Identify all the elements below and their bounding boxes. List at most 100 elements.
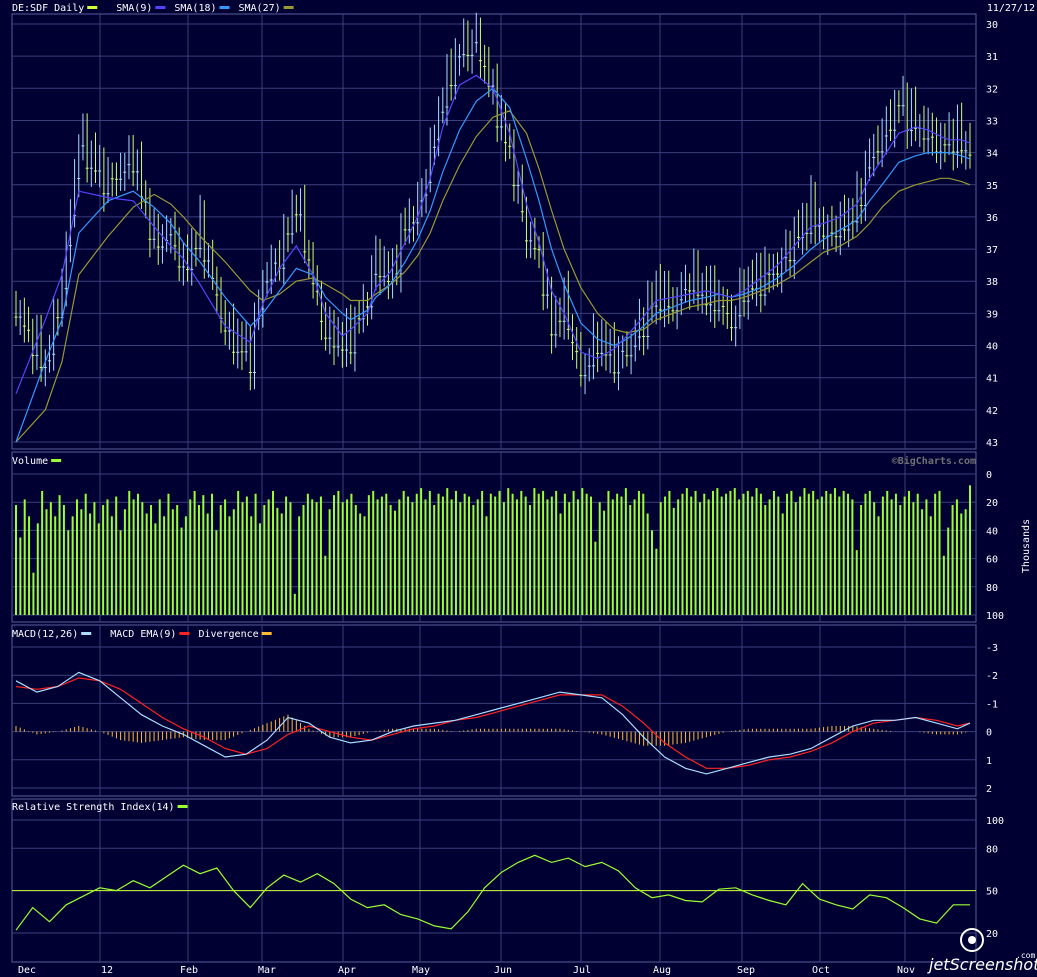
- candle-body: [412, 222, 415, 224]
- candle-body: [202, 260, 206, 262]
- volume-bar: [380, 496, 383, 615]
- volume-bar: [555, 490, 558, 615]
- price-grid: [11, 13, 977, 450]
- legend-swatch: [283, 6, 294, 9]
- candle-body: [922, 138, 926, 140]
- candle-body: [633, 345, 637, 347]
- y-tick-label: 20: [986, 498, 998, 509]
- candle-body: [654, 305, 658, 307]
- volume-bar: [955, 499, 958, 615]
- candle-body: [872, 157, 876, 159]
- x-tick-label: 12: [101, 965, 113, 976]
- volume-bar: [820, 496, 823, 615]
- volume-bar: [568, 502, 571, 615]
- panel-frame: [11, 798, 977, 963]
- volume-unit-label: Thousands: [1021, 519, 1032, 573]
- candle-body: [106, 193, 110, 195]
- candle-body: [340, 349, 344, 351]
- candle-body: [428, 181, 432, 183]
- volume-bar: [215, 530, 218, 615]
- legend-swatch: [155, 6, 166, 9]
- volume-bar: [110, 516, 113, 615]
- volume-bar: [19, 537, 22, 615]
- candle-body: [181, 266, 185, 268]
- volume-bar: [154, 523, 157, 615]
- candle-body: [14, 316, 18, 318]
- volume-bar: [690, 496, 693, 615]
- candle-body: [566, 328, 570, 330]
- macd-legend: MACD(12,26) MACD EMA(9) Divergence: [12, 629, 272, 640]
- candle-body: [591, 365, 595, 367]
- x-tick-label: Jun: [494, 965, 512, 976]
- volume-bar: [49, 502, 52, 615]
- candle-body: [123, 171, 127, 173]
- volume-bar: [934, 493, 937, 615]
- y-tick-label: 38: [986, 277, 998, 288]
- volume-bars: [15, 485, 971, 615]
- volume-bar: [228, 516, 231, 615]
- volume-bar: [15, 505, 17, 615]
- volume-bar: [463, 493, 466, 615]
- candle-body: [27, 329, 31, 331]
- candle-body: [951, 151, 955, 153]
- y-tick-label: 33: [986, 116, 998, 127]
- volume-bar: [729, 490, 732, 615]
- volume-bar: [511, 493, 514, 615]
- candle-body: [374, 273, 378, 275]
- volume-bar: [624, 488, 627, 615]
- candle-body: [248, 372, 252, 374]
- y-tick-label: 0: [986, 728, 992, 739]
- macd-divergence-bars: [15, 714, 967, 746]
- volume-bar: [293, 593, 296, 615]
- x-tick-label: Oct: [812, 965, 830, 976]
- volume-bar: [659, 502, 662, 615]
- volume-bar: [590, 496, 593, 615]
- volume-bar: [611, 499, 614, 615]
- candle-body: [39, 367, 43, 369]
- candle-body: [22, 325, 26, 327]
- candle-body: [725, 312, 729, 314]
- sma18-line: [15, 87, 971, 443]
- candle-body: [504, 142, 508, 144]
- candle-body: [357, 318, 361, 320]
- volume-bar: [476, 499, 479, 615]
- candle-body: [524, 240, 528, 242]
- candle-body: [801, 236, 805, 238]
- candle-body: [696, 294, 700, 296]
- volume-bar: [393, 510, 396, 615]
- volume-bar: [180, 527, 183, 615]
- volume-bar: [459, 502, 462, 615]
- candle-body: [516, 185, 520, 187]
- legend-label: DE:SDF Daily: [12, 3, 84, 14]
- volume-bar: [237, 490, 240, 615]
- candle-body: [319, 320, 323, 322]
- volume-bar: [755, 488, 758, 615]
- volume-legend: Volume: [12, 456, 62, 467]
- candle-body: [637, 336, 641, 338]
- volume-bar: [128, 490, 131, 615]
- macd-ema-line: [15, 677, 971, 769]
- volume-bar: [132, 499, 135, 615]
- candle-body: [750, 288, 754, 290]
- candle-body: [579, 375, 583, 377]
- candle-body: [437, 138, 441, 140]
- volume-bar: [272, 490, 275, 615]
- y-tick-label: 1: [986, 756, 992, 767]
- candle-body: [792, 260, 796, 262]
- volume-bar: [921, 509, 924, 615]
- volume-bar: [786, 493, 789, 615]
- candle-body: [257, 318, 261, 320]
- sma27-line: [15, 110, 971, 443]
- candle-body: [617, 372, 621, 374]
- candle-body: [290, 233, 294, 235]
- y-tick-label: 40: [986, 342, 998, 353]
- candle-body: [642, 335, 646, 337]
- volume-bar: [280, 513, 283, 615]
- volume-bar: [424, 499, 427, 615]
- volume-bar: [738, 499, 741, 615]
- candle-body: [901, 105, 905, 107]
- legend-label: MACD(12,26): [12, 629, 78, 640]
- candle-body: [336, 346, 340, 348]
- candle-body: [880, 151, 884, 153]
